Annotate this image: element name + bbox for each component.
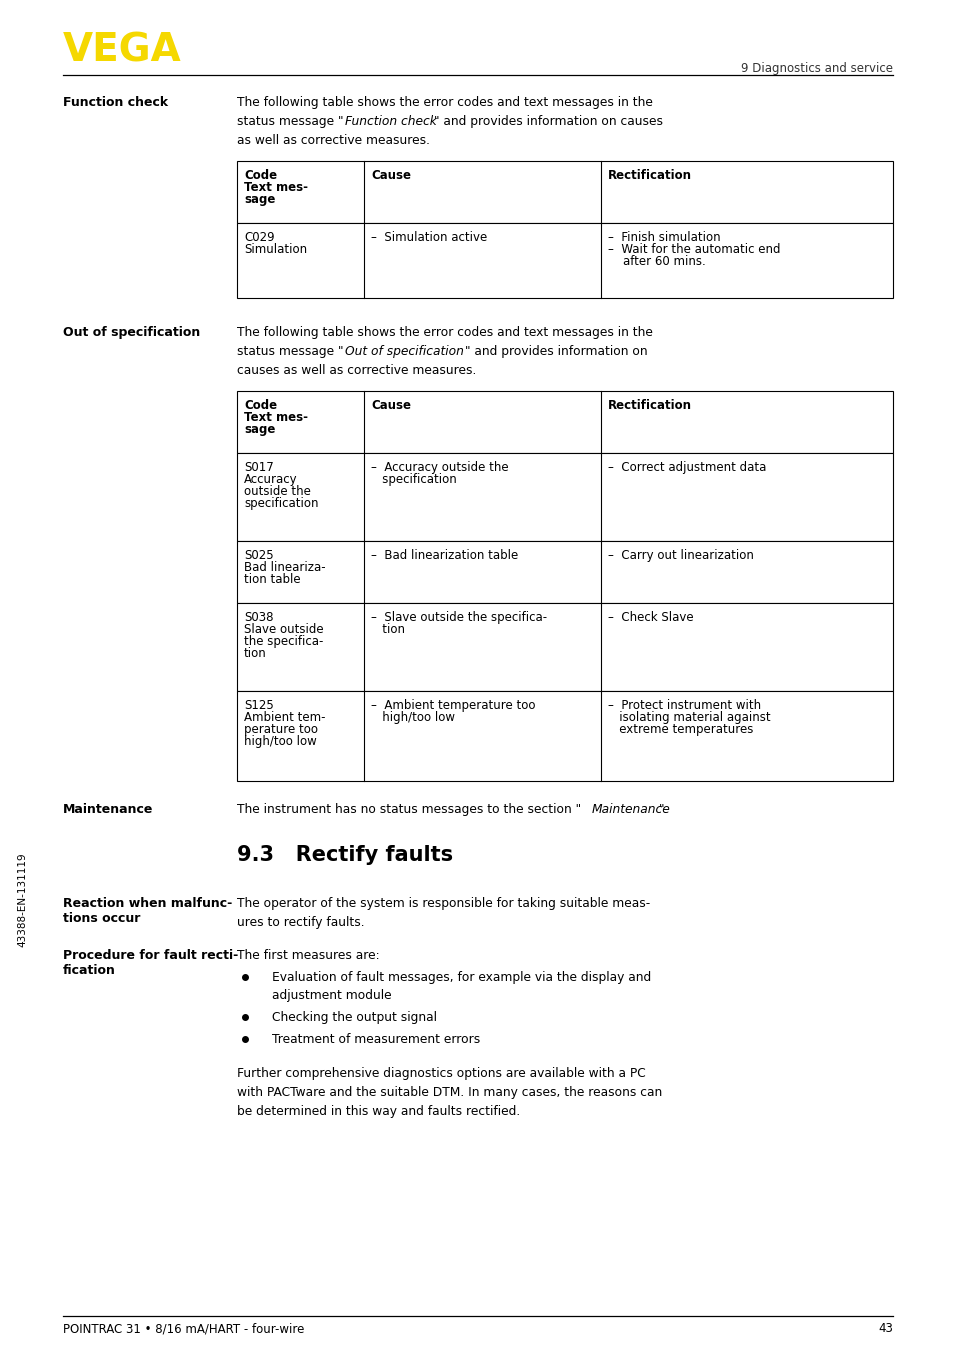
Text: –  Accuracy outside the: – Accuracy outside the — [371, 460, 508, 474]
Text: as well as corrective measures.: as well as corrective measures. — [236, 134, 430, 148]
Text: Rectification: Rectification — [607, 169, 691, 181]
Text: Cause: Cause — [371, 399, 411, 412]
Text: status message ": status message " — [236, 345, 343, 357]
Bar — [236, 391, 892, 454]
Text: VEGA: VEGA — [63, 32, 182, 70]
Text: tions occur: tions occur — [63, 913, 140, 925]
Text: Bad lineariza-: Bad lineariza- — [244, 561, 325, 574]
Text: high/too low: high/too low — [244, 735, 316, 747]
Bar — [236, 691, 892, 781]
Text: tion table: tion table — [244, 573, 300, 586]
Bar — [236, 542, 892, 603]
Text: with PACTware and the suitable DTM. In many cases, the reasons can: with PACTware and the suitable DTM. In m… — [236, 1086, 661, 1099]
Text: fication: fication — [63, 964, 115, 978]
Text: –  Slave outside the specifica-: – Slave outside the specifica- — [371, 611, 547, 624]
Text: status message ": status message " — [236, 115, 343, 129]
Text: –  Bad linearization table: – Bad linearization table — [371, 548, 517, 562]
Text: Code: Code — [244, 399, 276, 412]
Text: S017: S017 — [244, 460, 274, 474]
Text: ures to rectify faults.: ures to rectify faults. — [236, 917, 364, 929]
Text: –  Wait for the automatic end: – Wait for the automatic end — [607, 242, 780, 256]
Text: Reaction when malfunc-: Reaction when malfunc- — [63, 896, 232, 910]
Text: tion: tion — [371, 623, 405, 636]
Text: –  Finish simulation: – Finish simulation — [607, 232, 720, 244]
Text: Evaluation of fault messages, for example via the display and: Evaluation of fault messages, for exampl… — [272, 971, 651, 984]
Text: –  Ambient temperature too: – Ambient temperature too — [371, 699, 535, 712]
Text: Text mes-: Text mes- — [244, 412, 308, 424]
Text: –  Carry out linearization: – Carry out linearization — [607, 548, 753, 562]
Text: Procedure for fault recti-: Procedure for fault recti- — [63, 949, 238, 961]
Text: high/too low: high/too low — [371, 711, 455, 724]
Text: –  Protect instrument with: – Protect instrument with — [607, 699, 760, 712]
Text: Out of specification: Out of specification — [63, 326, 200, 338]
Text: C029: C029 — [244, 232, 274, 244]
Text: Out of specification: Out of specification — [345, 345, 463, 357]
Text: tion: tion — [244, 647, 267, 659]
Text: Maintenance: Maintenance — [592, 803, 670, 816]
Text: Rectification: Rectification — [607, 399, 691, 412]
Text: ".: ". — [659, 803, 668, 816]
Text: isolating material against: isolating material against — [607, 711, 770, 724]
Text: S038: S038 — [244, 611, 274, 624]
Text: S125: S125 — [244, 699, 274, 712]
Text: –  Correct adjustment data: – Correct adjustment data — [607, 460, 765, 474]
Text: the specifica-: the specifica- — [244, 635, 323, 649]
Text: Code: Code — [244, 169, 276, 181]
Text: perature too: perature too — [244, 723, 317, 737]
Text: adjustment module: adjustment module — [272, 988, 392, 1002]
Text: Checking the output signal: Checking the output signal — [272, 1011, 436, 1024]
Text: " and provides information on causes: " and provides information on causes — [434, 115, 662, 129]
Text: The first measures are:: The first measures are: — [236, 949, 379, 961]
Bar — [236, 454, 892, 542]
Text: The instrument has no status messages to the section ": The instrument has no status messages to… — [236, 803, 580, 816]
Text: Maintenance: Maintenance — [63, 803, 153, 816]
Text: specification: specification — [371, 473, 456, 486]
Text: –  Simulation active: – Simulation active — [371, 232, 487, 244]
Text: Simulation: Simulation — [244, 242, 307, 256]
Text: The operator of the system is responsible for taking suitable meas-: The operator of the system is responsibl… — [236, 896, 650, 910]
Text: 43: 43 — [877, 1322, 892, 1335]
Text: –  Check Slave: – Check Slave — [607, 611, 693, 624]
Text: Cause: Cause — [371, 169, 411, 181]
Text: Further comprehensive diagnostics options are available with a PC: Further comprehensive diagnostics option… — [236, 1067, 645, 1080]
Text: Treatment of measurement errors: Treatment of measurement errors — [272, 1033, 479, 1047]
Text: sage: sage — [244, 194, 275, 206]
Text: be determined in this way and faults rectified.: be determined in this way and faults rec… — [236, 1105, 519, 1118]
Text: extreme temperatures: extreme temperatures — [607, 723, 753, 737]
Text: Accuracy: Accuracy — [244, 473, 297, 486]
Text: The following table shows the error codes and text messages in the: The following table shows the error code… — [236, 96, 652, 110]
Text: S025: S025 — [244, 548, 274, 562]
Text: specification: specification — [244, 497, 318, 510]
Text: POINTRAC 31 • 8/16 mA/HART - four-wire: POINTRAC 31 • 8/16 mA/HART - four-wire — [63, 1322, 304, 1335]
Bar — [236, 223, 892, 298]
Text: 9 Diagnostics and service: 9 Diagnostics and service — [740, 62, 892, 74]
Text: after 60 mins.: after 60 mins. — [607, 255, 705, 268]
Text: sage: sage — [244, 422, 275, 436]
Bar — [236, 603, 892, 691]
Text: Text mes-: Text mes- — [244, 181, 308, 194]
Text: The following table shows the error codes and text messages in the: The following table shows the error code… — [236, 326, 652, 338]
Text: 43388-EN-131119: 43388-EN-131119 — [17, 853, 27, 948]
Text: " and provides information on: " and provides information on — [464, 345, 647, 357]
Text: Function check: Function check — [345, 115, 436, 129]
Text: 9.3   Rectify faults: 9.3 Rectify faults — [236, 845, 453, 865]
Text: causes as well as corrective measures.: causes as well as corrective measures. — [236, 364, 476, 376]
Text: Function check: Function check — [63, 96, 168, 110]
Text: Ambient tem-: Ambient tem- — [244, 711, 325, 724]
Bar — [236, 161, 892, 223]
Text: Slave outside: Slave outside — [244, 623, 323, 636]
Text: outside the: outside the — [244, 485, 311, 498]
